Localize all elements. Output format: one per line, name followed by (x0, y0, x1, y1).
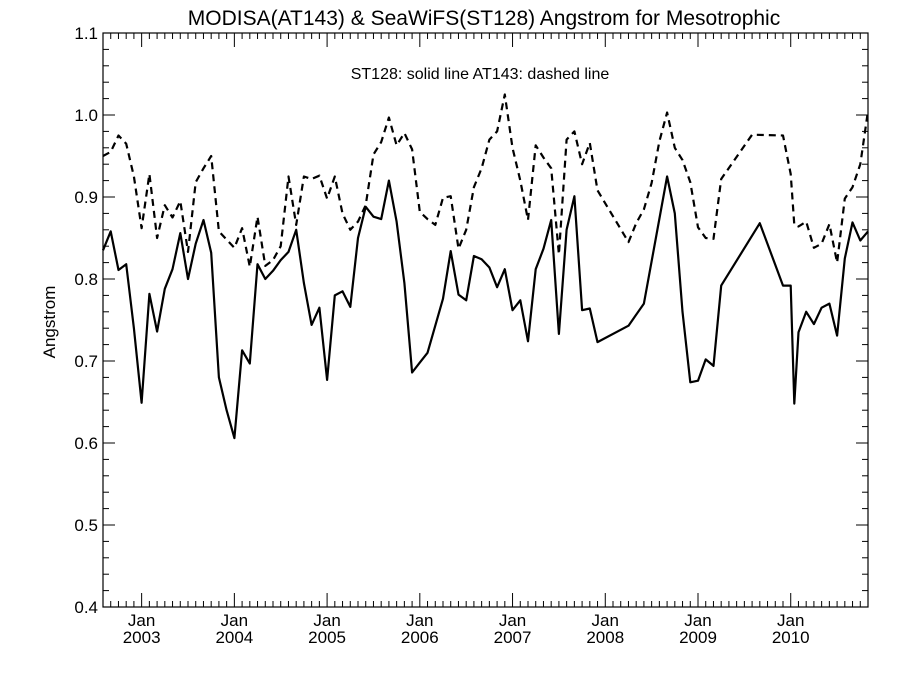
x-tick-month-label: Jan (592, 611, 619, 630)
y-tick-label: 0.7 (74, 352, 98, 371)
x-tick-year-label: 2010 (772, 628, 810, 647)
line-style-annotation: ST128: solid line AT143: dashed line (351, 66, 610, 83)
x-tick-month-label: Jan (313, 611, 340, 630)
plot-frame (102, 32, 869, 608)
y-tick-label: 1.0 (74, 106, 98, 125)
x-tick-year-label: 2005 (308, 628, 346, 647)
chart-title: MODISA(AT143) & SeaWiFS(ST128) Angstrom … (188, 7, 780, 30)
x-axis: Jan2003Jan2004Jan2005Jan2006Jan2007Jan20… (102, 33, 869, 647)
y-axis: 0.4 0.5 0.6 0.7 0.8 0.9 1.0 1.1 (74, 24, 868, 617)
y-tick-label: 0.5 (74, 516, 98, 535)
series-line-solid (101, 175, 869, 440)
x-tick-month-label: Jan (221, 611, 248, 630)
series-line-dashed (102, 93, 870, 268)
series-layer (101, 93, 870, 440)
x-tick-year-label: 2004 (215, 628, 253, 647)
x-tick-month-label: Jan (777, 611, 804, 630)
y-tick-label: 0.4 (74, 598, 98, 617)
x-tick-month-label: Jan (684, 611, 711, 630)
x-tick-month-label: Jan (128, 611, 155, 630)
x-tick-year-label: 2003 (123, 628, 161, 647)
x-tick-year-label: 2007 (494, 628, 532, 647)
y-tick-label: 0.9 (74, 188, 98, 207)
y-tick-label: 1.1 (74, 24, 98, 43)
x-tick-month-label: Jan (499, 611, 526, 630)
y-axis-title: Angstrom (40, 286, 59, 359)
y-tick-label: 0.8 (74, 270, 98, 289)
x-tick-year-label: 2006 (401, 628, 439, 647)
y-tick-label: 0.6 (74, 434, 98, 453)
x-tick-year-label: 2009 (679, 628, 717, 647)
x-tick-year-label: 2008 (586, 628, 624, 647)
x-tick-month-label: Jan (406, 611, 433, 630)
